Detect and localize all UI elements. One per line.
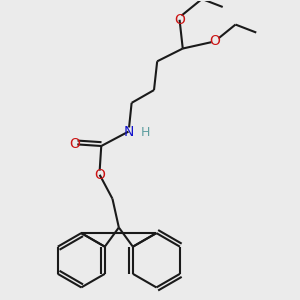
Text: O: O	[209, 34, 220, 47]
Text: H: H	[140, 126, 150, 139]
Text: O: O	[69, 137, 80, 151]
Text: O: O	[174, 13, 185, 27]
Text: O: O	[94, 168, 105, 182]
Text: N: N	[123, 124, 134, 139]
